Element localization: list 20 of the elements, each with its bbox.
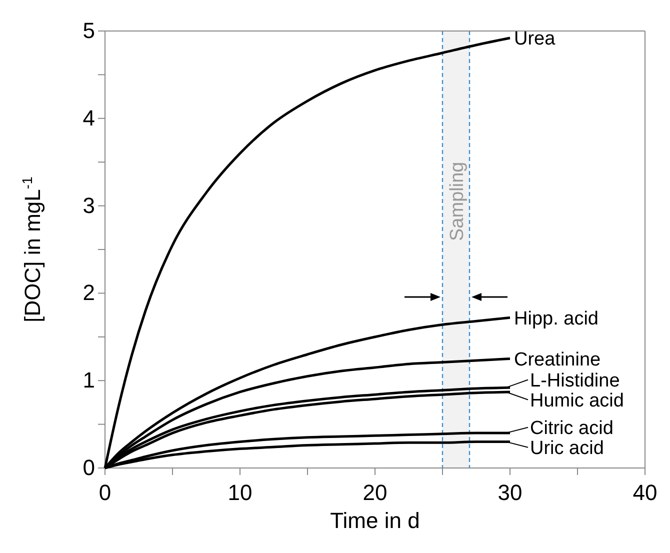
legend-label: Citric acid	[530, 418, 614, 440]
x-tick-label: 0	[98, 480, 112, 505]
band-label: Sampling	[447, 162, 468, 241]
series-label: Urea	[514, 28, 556, 50]
x-tick-label: 10	[228, 480, 252, 505]
series-label: Hipp. acid	[514, 308, 598, 330]
x-tick-label: 20	[362, 480, 388, 505]
legend-label: L-Histidine	[530, 370, 620, 392]
x-axis-title: Time in d	[330, 508, 420, 533]
x-tick-label: 40	[632, 480, 658, 505]
y-tick-label: 5	[82, 18, 95, 44]
y-tick-label: 3	[82, 192, 95, 218]
y-tick-label: 4	[82, 105, 95, 130]
y-tick-label: 2	[82, 280, 95, 306]
y-tick-label: 0	[82, 455, 95, 480]
y-tick-label: 1	[82, 368, 95, 393]
legend-label: Humic acid	[530, 390, 624, 412]
x-tick-label: 30	[498, 480, 522, 505]
legend-label: Uric acid	[530, 438, 604, 460]
series-label: Creatinine	[514, 349, 601, 370]
